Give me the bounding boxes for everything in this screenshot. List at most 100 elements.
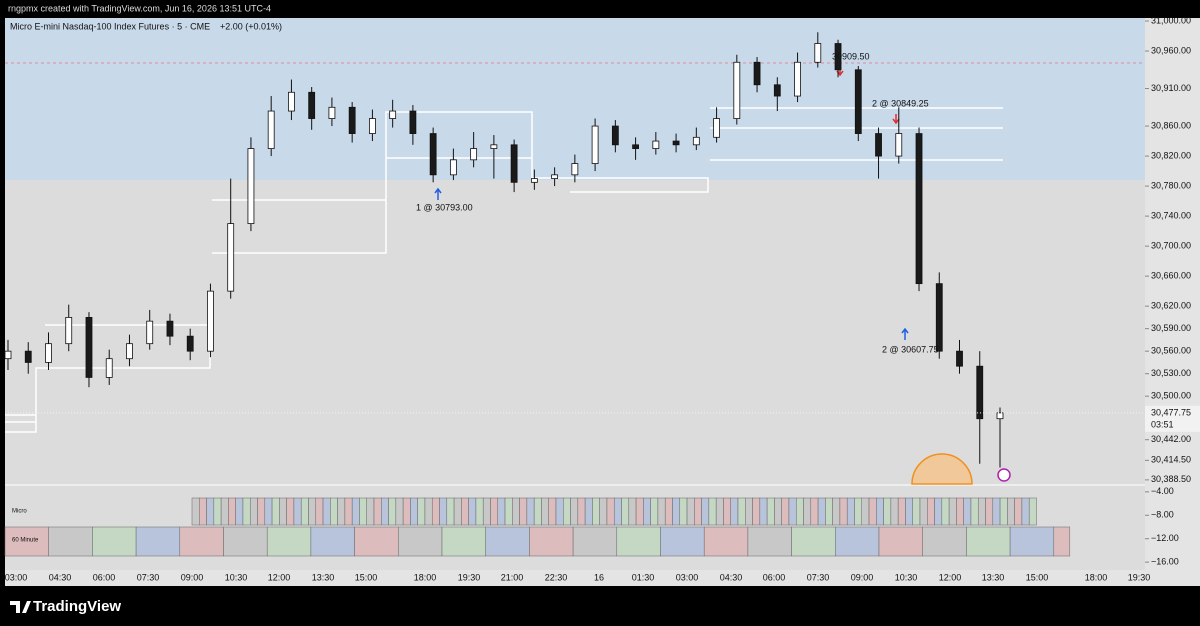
cell (846, 497, 855, 526)
cell (912, 497, 921, 526)
cell (606, 497, 615, 526)
cell (351, 497, 360, 526)
cell (468, 497, 477, 526)
candle-body (227, 223, 235, 292)
cell (572, 526, 618, 557)
time-axis (5, 570, 1145, 586)
y-tick-label: 30,500.00 (1151, 391, 1191, 401)
candle-body (449, 159, 457, 176)
cell (970, 497, 979, 526)
cell (354, 526, 399, 557)
candle-body (4, 350, 12, 360)
x-tick-label: 13:30 (312, 572, 335, 582)
cell (781, 497, 790, 526)
cell (861, 497, 870, 526)
cell (512, 497, 520, 526)
cell (441, 526, 486, 557)
cell (941, 497, 950, 526)
y-tick-label: −4.00 (1151, 486, 1174, 496)
cell (497, 497, 506, 526)
x-tick-label: 15:00 (1026, 572, 1049, 582)
x-tick-label: 18:00 (414, 572, 437, 582)
x-tick-label: 13:30 (982, 572, 1005, 582)
cell (1007, 497, 1015, 526)
cell (890, 497, 899, 526)
x-tick-label: 07:30 (807, 572, 830, 582)
cell (228, 497, 236, 526)
cell (308, 497, 317, 526)
candle-body (753, 61, 761, 86)
cell (417, 497, 426, 526)
cell (817, 497, 826, 526)
cell (613, 497, 622, 526)
x-tick-label: 21:00 (501, 572, 524, 582)
x-tick-label: 06:00 (763, 572, 786, 582)
candle-body (834, 43, 842, 71)
cell (927, 497, 935, 526)
y-tick-label: 30,442.00 (1151, 434, 1191, 444)
logo-icon (10, 601, 31, 613)
y-tick-label: 30,590.00 (1151, 323, 1191, 333)
cell (199, 497, 207, 526)
cell (592, 497, 600, 526)
candle-body (105, 358, 113, 378)
cell (948, 497, 957, 526)
candle-body (713, 118, 720, 138)
cell (223, 526, 268, 557)
cell (701, 497, 710, 526)
candle-body (875, 133, 882, 157)
cell (92, 526, 137, 557)
candle-body (490, 144, 498, 149)
cell (563, 497, 571, 526)
x-tick-label: 18:00 (1085, 572, 1108, 582)
y-tick-label: −8.00 (1151, 510, 1174, 520)
candle-body (126, 343, 133, 360)
candle-body (146, 320, 154, 345)
cell (686, 497, 695, 526)
cell (774, 497, 782, 526)
chart-title: Micro E-mini Nasdaq-100 Index Futures · … (10, 21, 210, 31)
cell (526, 497, 535, 526)
candle-body (308, 91, 316, 119)
cell (876, 497, 884, 526)
cell (621, 497, 630, 526)
cell (766, 497, 775, 526)
cell (992, 497, 1001, 526)
cell (934, 497, 943, 526)
cell (660, 526, 705, 557)
cell (919, 497, 928, 526)
cell (883, 497, 892, 526)
x-tick-label: 07:30 (137, 572, 160, 582)
cell (963, 497, 972, 526)
y-tick-label: 30,620.00 (1151, 301, 1191, 311)
cell (461, 497, 469, 526)
cell (577, 497, 586, 526)
cell (388, 497, 397, 526)
cell (747, 526, 792, 557)
candle-body (389, 110, 397, 119)
cell (135, 526, 181, 557)
cell (672, 497, 681, 526)
y-tick-label: −16.00 (1151, 557, 1179, 567)
x-tick-label: 09:00 (181, 572, 204, 582)
candle-body (470, 148, 478, 161)
candle-body (45, 343, 52, 363)
candle-body (733, 61, 741, 119)
cell (723, 497, 731, 526)
trade-label: 2 @ 30849.25 (872, 98, 929, 108)
y-tick-label: 30,780.00 (1151, 180, 1191, 190)
x-tick-label: 04:30 (720, 572, 743, 582)
candle-body (773, 84, 781, 97)
cell (179, 526, 224, 557)
x-tick-label: 15:00 (355, 572, 378, 582)
candle-body (267, 110, 275, 149)
y-tick-label: 30,700.00 (1151, 240, 1191, 250)
cell (664, 497, 673, 526)
cell (999, 497, 1008, 526)
cell (398, 526, 443, 557)
cell (868, 497, 877, 526)
cell (628, 497, 637, 526)
cell (410, 497, 418, 526)
zone (5, 18, 1145, 180)
candle-body (672, 140, 680, 146)
